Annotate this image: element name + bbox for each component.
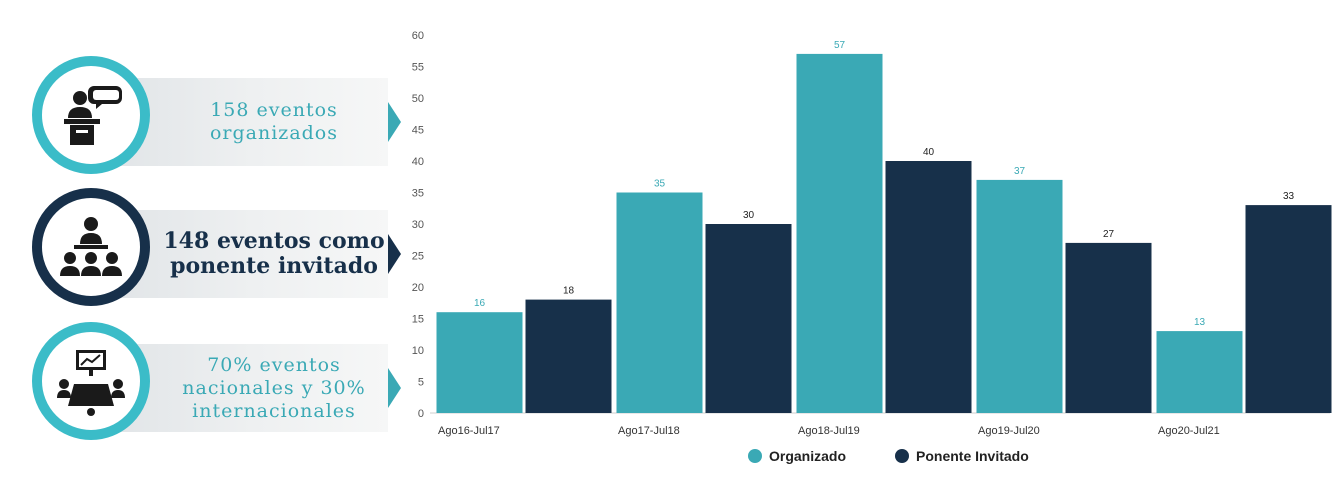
y-tick-label: 45 — [412, 125, 424, 137]
x-tick-label: Ago20-Jul21 — [1158, 425, 1220, 437]
data-label: 30 — [743, 210, 755, 221]
data-label: 16 — [474, 298, 486, 309]
stat-national-international: 70% eventos nacionales y 30% internacion… — [32, 322, 412, 452]
stat-national-international-text: 70% eventos nacionales y 30% internacion… — [182, 353, 366, 422]
data-label: 13 — [1194, 317, 1206, 328]
data-label: 37 — [1014, 166, 1026, 177]
y-tick-label: 5 — [418, 377, 424, 389]
speaker-podium-icon — [32, 56, 150, 174]
legend-label: Organizado — [769, 448, 846, 464]
y-tick-label: 25 — [412, 251, 424, 263]
x-tick-label: Ago17-Jul18 — [618, 425, 680, 437]
data-label: 33 — [1283, 191, 1295, 202]
bar-ponente-invitado — [705, 224, 792, 413]
y-tick-label: 0 — [418, 408, 424, 420]
stat-arrow — [388, 102, 401, 142]
y-tick-label: 35 — [412, 188, 424, 200]
x-tick-label: Ago19-Jul20 — [978, 425, 1040, 437]
y-tick-label: 30 — [412, 219, 424, 231]
stat-organized: 158 eventos organizados — [32, 56, 412, 186]
y-tick-label: 15 — [412, 314, 424, 326]
y-tick-label: 60 — [412, 30, 424, 42]
legend-swatch — [895, 449, 909, 463]
y-tick-label: 40 — [412, 156, 424, 168]
data-label: 27 — [1103, 229, 1115, 240]
bar-ponente-invitado — [885, 161, 972, 413]
legend-swatch — [748, 449, 762, 463]
bar-organizado — [436, 312, 523, 413]
stat-organized-text: 158 eventos organizados — [209, 99, 338, 144]
bar-ponente-invitado — [1245, 205, 1332, 413]
legend-label: Ponente Invitado — [916, 448, 1029, 464]
bar-organizado — [616, 192, 703, 413]
bar-organizado — [796, 53, 883, 414]
presenter-audience-icon — [32, 188, 150, 306]
bar-ponente-invitado — [1065, 242, 1152, 413]
stat-arrow — [388, 368, 401, 408]
data-label: 35 — [654, 179, 666, 190]
y-tick-label: 55 — [412, 62, 424, 74]
bar-organizado — [1156, 331, 1243, 413]
y-tick-label: 50 — [412, 93, 424, 105]
stat-guest-speaker-text: 148 eventos como ponente invitado — [163, 228, 385, 279]
stat-arrow — [388, 234, 401, 274]
bar-ponente-invitado — [525, 299, 612, 413]
bar-organizado — [976, 179, 1063, 413]
stat-guest-speaker: 148 eventos como ponente invitado — [32, 188, 412, 318]
data-label: 40 — [923, 147, 935, 158]
infographic-panel: 158 eventos organizados 148 eventos como… — [10, 8, 1332, 478]
data-label: 18 — [563, 286, 575, 297]
x-tick-label: Ago16-Jul17 — [438, 425, 500, 437]
x-tick-label: Ago18-Jul19 — [798, 425, 860, 437]
y-tick-label: 20 — [412, 282, 424, 294]
meeting-presentation-icon — [32, 322, 150, 440]
data-label: 57 — [834, 40, 846, 51]
y-tick-label: 10 — [412, 345, 424, 357]
bar-chart: 0 5 10 15 20 25 30 35 40 45 50 55 60 16 18 Ago16-Jul17 3… — [412, 30, 1332, 464]
